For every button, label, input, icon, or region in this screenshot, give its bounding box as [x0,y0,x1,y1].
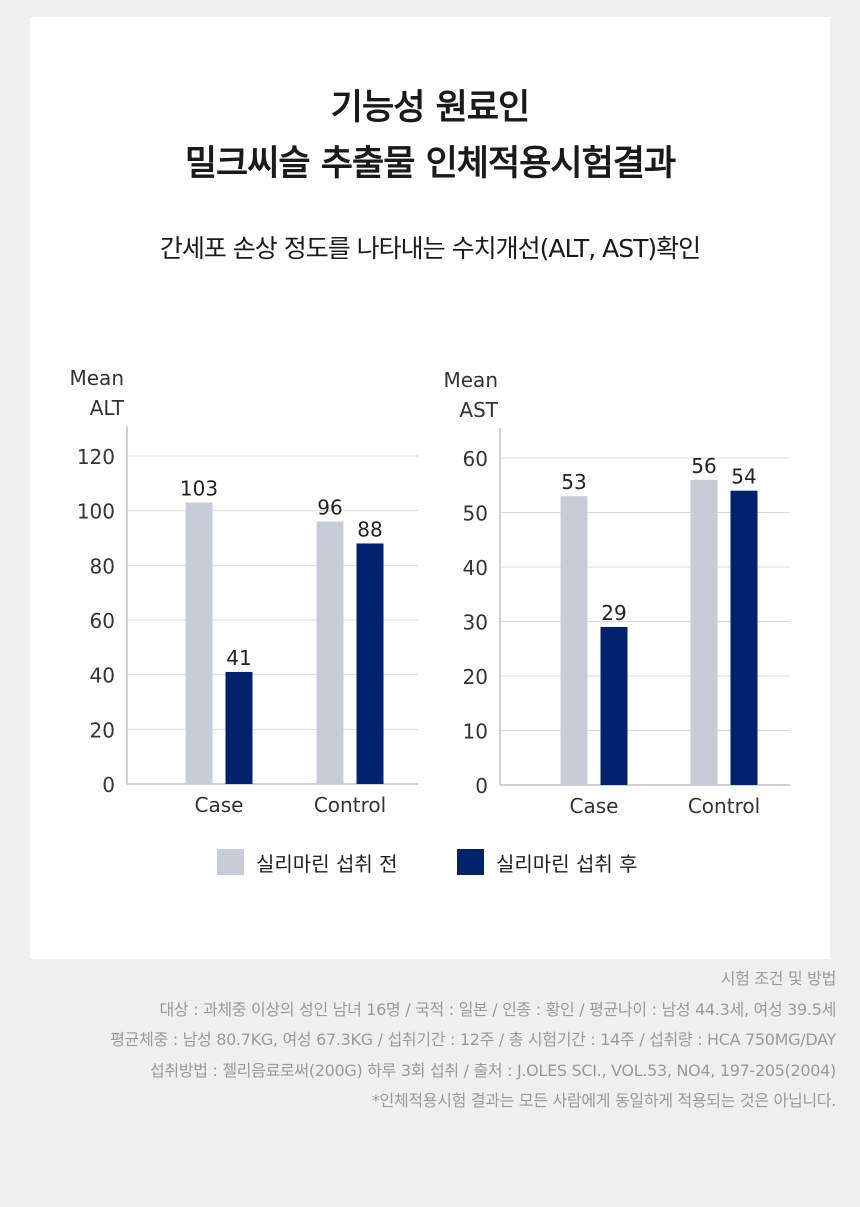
bar-value-label: 41 [226,646,251,670]
x-category-label: Case [195,793,244,817]
bar-control-after [356,543,384,784]
notes-line: 대상 : 과체중 이상의 성인 남녀 16명 / 국적 : 일본 / 인종 : … [159,999,836,1019]
bar-value-label: 103 [180,476,218,500]
x-category-label: Case [570,794,619,818]
ast-bar-chart: 0 10 20 30 40 50 60 Mean AST 53 29 Case 56 54 Control [444,368,790,818]
y-tick-label: 0 [475,774,488,798]
y-tick-label: 60 [90,609,115,633]
bar-case-after [225,671,253,784]
y-tick-label: 30 [463,611,488,635]
y-tick-label: 60 [463,447,488,471]
bar-case-after [600,626,628,785]
notes-line: 섭취방법 : 젤리음료로써(200G) 하루 3회 섭취 / 출처 : J.OL… [149,1060,836,1080]
x-category-label: Control [314,793,386,817]
alt-bar-chart: 0 20 40 60 80 100 120 Mean ALT 103 41 Case 96 88 Contr… [70,366,418,817]
y-axis-label-line1: Mean [444,368,499,392]
bar-control-before [690,479,718,785]
y-tick-label: 120 [77,445,115,469]
y-axis-label-line1: Mean [70,366,125,390]
page-subtitle: 간세포 손상 정도를 나타내는 수치개선(ALT, AST)확인 [159,234,701,263]
legend-label-after: 실리마린 섭취 후 [496,851,638,876]
y-axis-label-line2: AST [459,398,498,422]
bar-control-before [316,521,344,784]
bar-value-label: 53 [561,470,586,494]
bar-value-label: 54 [731,465,756,489]
y-axis-label-line2: ALT [90,396,125,420]
bar-control-after [730,490,758,785]
page-title-line2: 밀크씨슬 추출물 인체적용시험결과 [184,144,676,184]
legend-label-before: 실리마린 섭취 전 [256,851,398,876]
notes-heading: 시험 조건 및 방법 [720,969,837,988]
page-title-line1: 기능성 원료인 [330,88,530,128]
legend-item-before: 실리마린 섭취 전 [217,848,398,876]
y-tick-label: 50 [463,502,488,526]
bar-value-label: 56 [691,454,716,478]
x-category-label: Control [688,794,760,818]
y-tick-label: 10 [463,720,488,744]
legend-item-after: 실리마린 섭취 후 [457,848,638,876]
notes-line: 평균체중 : 남성 80.7KG, 여성 67.3KG / 섭취기간 : 12주… [110,1030,836,1049]
legend-swatch-before [217,849,244,875]
bar-value-label: 29 [601,601,626,625]
notes-line: *인체적용시험 결과는 모든 사람에게 동일하게 적용되는 것은 아닙니다. [371,1091,836,1110]
y-tick-label: 100 [77,500,115,524]
bar-case-before [185,502,213,784]
y-tick-label: 80 [90,554,115,578]
bar-value-label: 96 [317,496,342,520]
legend-swatch-after [457,849,484,875]
y-tick-label: 40 [463,556,488,580]
bar-case-before [560,496,588,785]
bar-value-label: 88 [357,517,382,541]
y-tick-label: 20 [463,665,488,689]
y-tick-label: 40 [90,664,115,688]
test-conditions-notes: 시험 조건 및 방법 대상 : 과체중 이상의 성인 남녀 16명 / 국적 :… [16,964,836,1117]
y-tick-label: 0 [102,773,115,797]
y-tick-label: 20 [90,718,115,742]
